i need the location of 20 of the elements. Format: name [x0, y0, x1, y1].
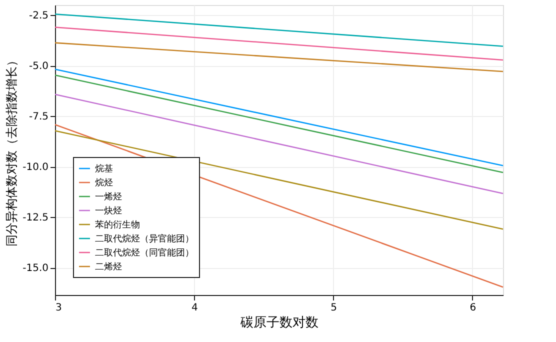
legend-label: 二取代烷烃（异官能团） [95, 234, 194, 244]
legend-label: 苯的衍生物 [95, 220, 140, 230]
legend-label: 二烯烃 [95, 262, 122, 272]
y-tick-label: -7.5 [28, 112, 48, 123]
x-axis-title: 碳原子数对数 [240, 316, 318, 330]
legend-label: 一炔烃 [95, 206, 122, 216]
legend-label: 一烯烃 [95, 192, 122, 202]
y-axis-title: 同分异构体数对数（去除指数增长） [4, 54, 19, 246]
legend-label: 烷基 [95, 164, 113, 174]
legend-label: 二取代烷烃（同官能团） [95, 248, 194, 258]
legend-label: 烷烃 [95, 178, 113, 188]
y-tick-label: -5.0 [28, 61, 48, 72]
y-tick-label: -10.0 [22, 162, 48, 174]
x-tick-label: 6 [470, 302, 476, 314]
y-tick-label: -2.5 [28, 10, 48, 22]
x-tick-label: 5 [330, 302, 337, 314]
y-tick-label: -12.5 [22, 212, 48, 224]
x-tick-label: 3 [56, 302, 62, 314]
x-tick-label: 4 [191, 302, 198, 314]
y-tick-label: -15.0 [22, 263, 48, 274]
